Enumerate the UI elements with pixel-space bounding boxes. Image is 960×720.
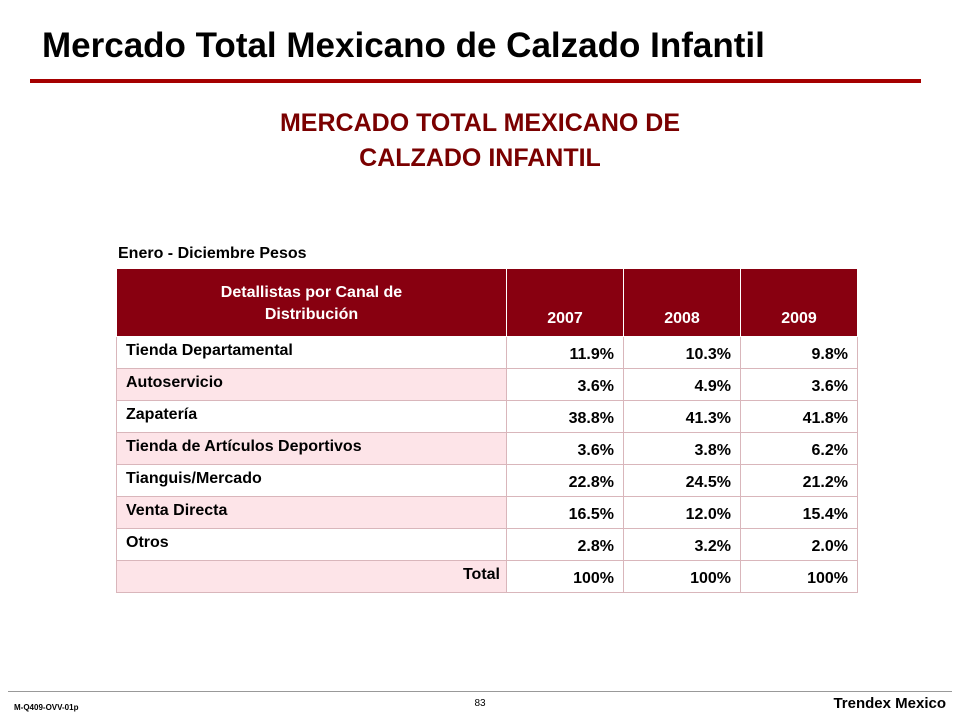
value-cell: 3.6% <box>506 368 624 401</box>
value-cell: 6.2% <box>740 432 858 465</box>
total-value-cell: 100% <box>623 560 741 593</box>
document-code: M-Q409-OVV-01p <box>14 703 79 712</box>
value-cell: 2.0% <box>740 528 858 561</box>
value-cell: 21.2% <box>740 464 858 497</box>
total-label: Total <box>116 560 507 593</box>
table-row: Autoservicio 3.6% 4.9% 3.6% <box>116 368 858 401</box>
market-share-table: Detallistas por Canal de Distribución 20… <box>116 268 858 593</box>
value-cell: 15.4% <box>740 496 858 529</box>
value-cell: 3.8% <box>623 432 741 465</box>
value-cell: 4.9% <box>623 368 741 401</box>
total-row: Total 100% 100% 100% <box>116 560 858 593</box>
value-cell: 16.5% <box>506 496 624 529</box>
value-cell: 2.8% <box>506 528 624 561</box>
value-cell: 3.6% <box>506 432 624 465</box>
value-cell: 9.8% <box>740 336 858 369</box>
total-value-cell: 100% <box>506 560 624 593</box>
channel-label: Tienda de Artículos Deportivos <box>116 432 507 465</box>
table-title-line-2: CALZADO INFANTIL <box>359 144 601 172</box>
channel-label: Tianguis/Mercado <box>116 464 507 497</box>
value-cell: 24.5% <box>623 464 741 497</box>
year-column-header-2007: 2007 <box>506 268 624 337</box>
channel-header-line-1: Detallistas por Canal de <box>220 284 403 301</box>
footer-brand: Trendex Mexico <box>833 695 946 712</box>
channel-label: Zapatería <box>116 400 507 433</box>
value-cell: 41.3% <box>623 400 741 433</box>
table-row: Tienda de Artículos Deportivos 3.6% 3.8%… <box>116 432 858 465</box>
channel-label: Tienda Departamental <box>116 336 507 369</box>
table-row: Tienda Departamental 11.9% 10.3% 9.8% <box>116 336 858 369</box>
channel-label: Otros <box>116 528 507 561</box>
channel-column-header: Detallistas por Canal de Distribución <box>116 268 507 337</box>
channel-header-line-2: Distribución <box>264 306 359 323</box>
channel-label: Venta Directa <box>116 496 507 529</box>
year-column-header-2008: 2008 <box>623 268 741 337</box>
table-row: Zapatería 38.8% 41.3% 41.8% <box>116 400 858 433</box>
value-cell: 3.2% <box>623 528 741 561</box>
page-number: 83 <box>474 698 486 709</box>
channel-label: Autoservicio <box>116 368 507 401</box>
value-cell: 11.9% <box>506 336 624 369</box>
total-value-cell: 100% <box>740 560 858 593</box>
table-title-line-1: MERCADO TOTAL MEXICANO DE <box>279 109 680 137</box>
table-row: Otros 2.8% 3.2% 2.0% <box>116 528 858 561</box>
value-cell: 22.8% <box>506 464 624 497</box>
value-cell: 41.8% <box>740 400 858 433</box>
table-header-row: Detallistas por Canal de Distribución 20… <box>116 268 858 337</box>
value-cell: 12.0% <box>623 496 741 529</box>
year-column-header-2009: 2009 <box>740 268 858 337</box>
footer-divider <box>8 691 952 692</box>
slide-title: Mercado Total Mexicano de Calzado Infant… <box>42 26 765 65</box>
value-cell: 38.8% <box>506 400 624 433</box>
value-cell: 3.6% <box>740 368 858 401</box>
table-title: MERCADO TOTAL MEXICANO DE CALZADO INFANT… <box>180 106 780 176</box>
value-cell: 10.3% <box>623 336 741 369</box>
table-row: Tianguis/Mercado 22.8% 24.5% 21.2% <box>116 464 858 497</box>
table-row: Venta Directa 16.5% 12.0% 15.4% <box>116 496 858 529</box>
title-divider <box>30 79 921 83</box>
period-label: Enero - Diciembre Pesos <box>118 245 307 262</box>
